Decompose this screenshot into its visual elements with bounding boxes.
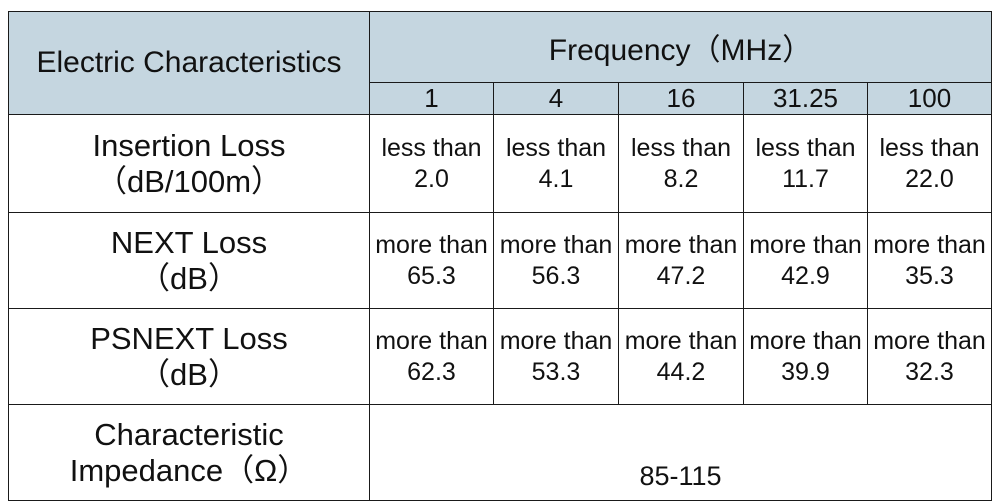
row-label-unit: （dB） [139, 356, 239, 392]
cell-value: 47.2 [656, 261, 706, 290]
table-row-insertion-loss: Insertion Loss （dB/100m） less than 2.0 le… [8, 114, 992, 213]
row-label-unit: （dB/100m） [95, 163, 283, 199]
impedance-value: 85-115 [369, 404, 992, 501]
row-label-line: Insertion Loss [92, 127, 286, 163]
table-cell: more than 44.2 [618, 308, 744, 405]
cell-value: 65.3 [407, 261, 456, 290]
table-cell: less than 22.0 [867, 114, 992, 213]
cell-qualifier: more than [873, 230, 986, 259]
cell-value: 56.3 [531, 261, 581, 290]
cell-value: 11.7 [782, 164, 829, 193]
frequency-value: 1 [369, 82, 494, 115]
cell-qualifier: less than [630, 133, 732, 162]
cell-qualifier: more than [499, 230, 613, 259]
row-label: PSNEXT Loss （dB） [8, 308, 370, 405]
table-cell: more than 62.3 [369, 308, 494, 405]
cell-qualifier: less than [755, 133, 856, 162]
cell-qualifier: more than [499, 326, 613, 355]
frequency-value: 16 [618, 82, 744, 115]
cell-value: 22.0 [905, 164, 954, 193]
cell-qualifier: more than [749, 326, 862, 355]
frequency-value: 100 [867, 82, 992, 115]
table-row-characteristic-impedance: Characteristic Impedance（Ω） 85-115 [8, 404, 992, 501]
cell-value: 8.2 [663, 164, 699, 193]
frequency-value: 4 [493, 82, 619, 115]
cell-value: 62.3 [407, 357, 456, 386]
table-row-next-loss: NEXT Loss （dB） more than 65.3 more than 56… [8, 212, 992, 309]
cell-value: 42.9 [781, 261, 830, 290]
cell-value: 44.2 [656, 357, 706, 386]
row-label: NEXT Loss （dB） [8, 212, 370, 309]
cell-qualifier: less than [381, 133, 482, 162]
table-cell: more than 53.3 [493, 308, 619, 405]
cell-qualifier: less than [879, 133, 980, 162]
header-row: Electric Characteristics Frequency（MHz） [8, 11, 992, 115]
table-cell: less than 8.2 [618, 114, 744, 213]
frequency-values-row: 1 4 16 31.25 100 [9, 82, 992, 115]
table-cell: more than 35.3 [867, 212, 992, 309]
cell-qualifier: more than [624, 230, 738, 259]
cell-qualifier: more than [624, 326, 738, 355]
row-label-line: PSNEXT Loss [90, 320, 288, 356]
table-cell: less than 2.0 [369, 114, 494, 213]
table-cell: more than 47.2 [618, 212, 744, 309]
table-cell: more than 42.9 [743, 212, 868, 309]
frequency-value: 31.25 [743, 82, 868, 115]
cell-qualifier: more than [375, 230, 488, 259]
cell-value: 53.3 [531, 357, 581, 386]
cell-value: 35.3 [905, 261, 954, 290]
cell-qualifier: more than [873, 326, 986, 355]
row-label-line: NEXT Loss [110, 224, 268, 260]
table-cell: more than 65.3 [369, 212, 494, 309]
cell-value: 39.9 [781, 357, 830, 386]
row-label: Characteristic Impedance（Ω） [8, 404, 370, 501]
table-cell: less than 11.7 [743, 114, 868, 213]
table-cell: more than 32.3 [867, 308, 992, 405]
row-label-unit: Impedance（Ω） [69, 452, 309, 488]
table-row-psnext-loss: PSNEXT Loss （dB） more than 62.3 more than… [8, 308, 992, 405]
table-cell: more than 39.9 [743, 308, 868, 405]
cell-value: 2.0 [414, 164, 449, 193]
row-label-unit: （dB） [139, 260, 239, 296]
table-cell: more than 56.3 [493, 212, 619, 309]
cell-qualifier: more than [375, 326, 488, 355]
row-label-line: Characteristic [94, 416, 284, 452]
frequency-header: Frequency（MHz） [369, 11, 992, 83]
cell-qualifier: more than [749, 230, 862, 259]
table-cell: less than 4.1 [493, 114, 619, 213]
cell-qualifier: less than [505, 133, 607, 162]
electric-characteristics-table: Electric Characteristics Frequency（MHz） … [8, 11, 992, 501]
cell-value: 4.1 [538, 164, 574, 193]
characteristics-header: Electric Characteristics [8, 11, 370, 115]
row-label: Insertion Loss （dB/100m） [8, 114, 370, 213]
cell-value: 32.3 [905, 357, 954, 386]
